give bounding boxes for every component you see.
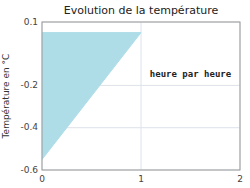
x-tick-label: 1 <box>138 174 144 184</box>
plot-frame <box>42 22 240 170</box>
y-axis-label: Température en °C <box>1 54 11 140</box>
y-tick-label: -0.2 <box>20 80 38 90</box>
grid <box>42 22 240 170</box>
title: Evolution de la température <box>64 4 219 17</box>
chart: 0 1 2 -0.6 -0.4 -0.2 0.1 heure par heure Evoluti… <box>0 0 250 188</box>
marks <box>42 33 141 160</box>
x-tick-label: 2 <box>237 174 243 184</box>
y-grid-line <box>42 127 240 128</box>
x-tick-label: 0 <box>39 174 45 184</box>
filled-polygon <box>42 33 141 160</box>
annotation: heure par heure <box>150 69 232 79</box>
plot-area <box>42 22 240 170</box>
x-grid-line <box>141 22 142 170</box>
y-tick-label: -0.4 <box>20 122 38 132</box>
y-tick-label: 0.1 <box>24 17 38 27</box>
y-tick-label: -0.6 <box>20 165 38 175</box>
